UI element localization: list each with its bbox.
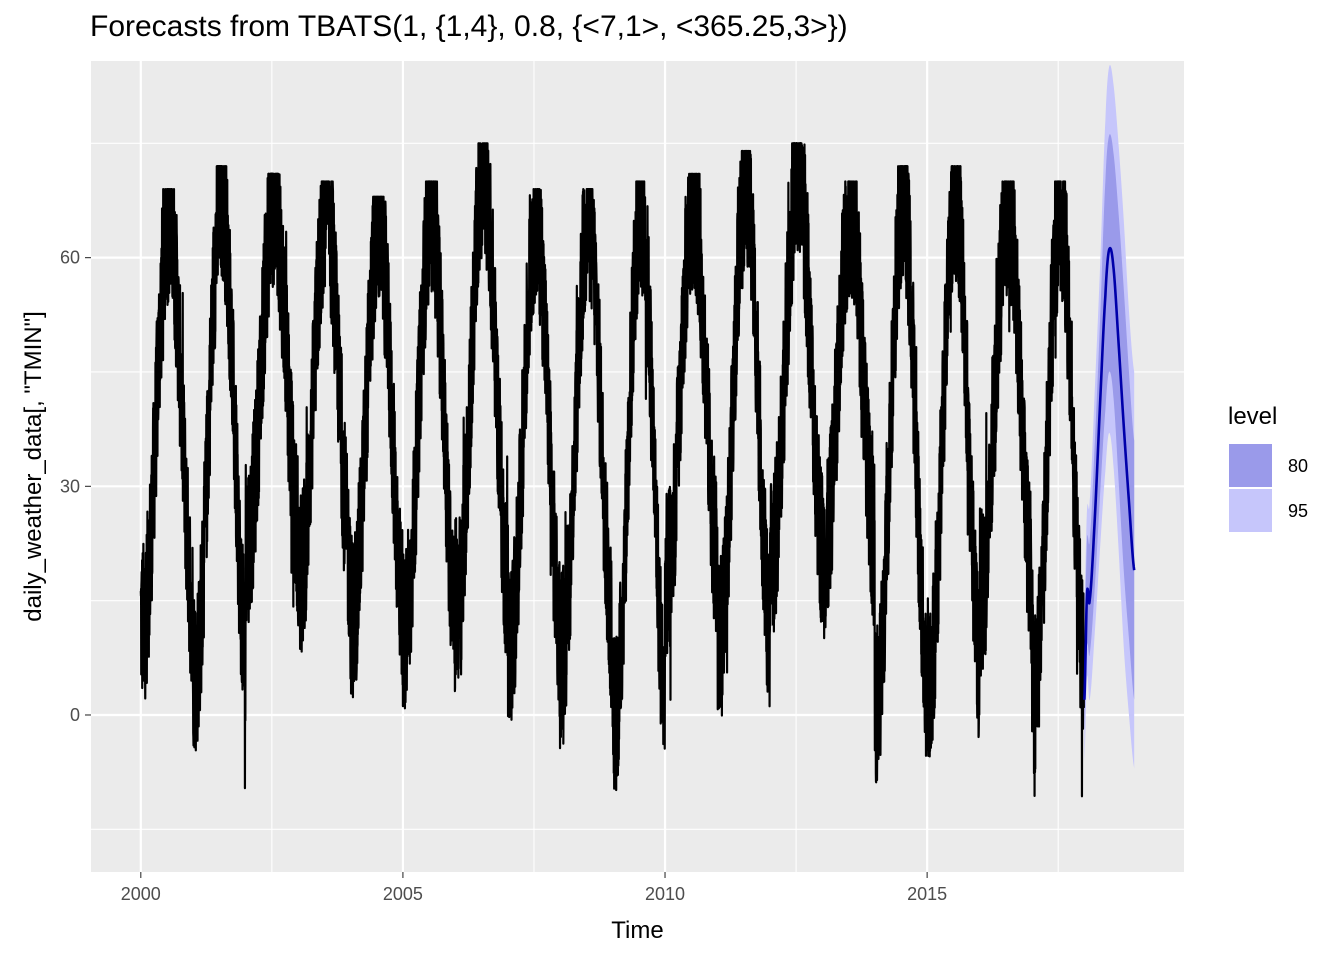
forecast-mean-line [1083,246,1136,700]
legend-key-95 [1229,489,1272,532]
prediction-intervals [1084,65,1135,769]
x-tick-label: 2015 [907,884,947,904]
chart-title: Forecasts from TBATS(1, {1,4}, 0.8, {<7,… [90,10,848,43]
x-tick-label: 2010 [645,884,685,904]
y-tick-label: 60 [60,248,80,268]
legend-title: level [1228,403,1277,430]
legend-key-80 [1229,444,1272,487]
legend-label-80: 80 [1288,456,1308,476]
x-axis-title: Time [611,917,663,944]
band-80 [1084,134,1135,731]
legend: level 80 95 [1228,403,1308,532]
y-tick-label: 30 [60,476,80,496]
observed-series [139,142,1085,798]
x-axis: 2000 2005 2010 2015 [121,872,947,904]
minor-gridlines [91,61,1184,872]
forecast-series [1083,246,1136,700]
legend-label-95: 95 [1288,501,1308,521]
band-95 [1084,65,1135,769]
y-axis: 0 30 60 [60,248,91,725]
x-tick-label: 2005 [383,884,423,904]
y-tick-label: 0 [70,705,80,725]
y-axis-title: daily_weather_data[, "TMIN"] [20,311,47,622]
x-tick-label: 2000 [121,884,161,904]
observed-line [139,142,1085,798]
